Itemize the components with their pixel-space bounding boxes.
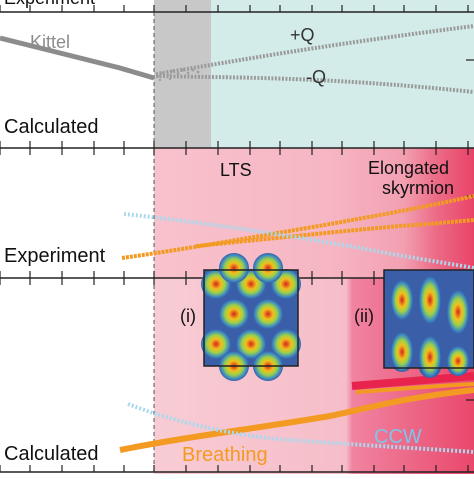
elongated-skyrmion <box>447 346 469 376</box>
skyrmion-spot <box>236 329 266 359</box>
inset-i-label: (i) <box>180 306 196 326</box>
minus-q-curve <box>155 74 474 94</box>
inset-ii-label: (ii) <box>354 306 374 326</box>
skyrmion-spot <box>253 253 283 283</box>
bottom-red-band <box>351 372 474 390</box>
inset-i-image <box>201 253 301 381</box>
breathing-label: Breathing <box>182 444 268 466</box>
middle-orange-curve-1 <box>121 194 474 260</box>
skyrmion-spot <box>201 329 231 359</box>
middle-blue-curve <box>123 212 474 270</box>
bottom-calculated-label: Calculated <box>4 443 99 465</box>
middle-experiment-label: Experiment <box>4 245 106 267</box>
kittel-curve <box>0 35 155 81</box>
bottom-orange-breathing-curve <box>119 387 474 453</box>
elongated-skyrmion <box>419 276 441 324</box>
bottom-blue-ccw-curve <box>127 402 474 454</box>
elongated-skyrmion <box>419 336 441 378</box>
skyrmion-spot <box>219 299 249 329</box>
skyrmion-label: skyrmion <box>382 178 454 198</box>
skyrmion-spot <box>219 253 249 283</box>
inset-ii-image <box>383 269 474 378</box>
elongated-skyrmion <box>447 290 469 334</box>
teal-band <box>211 0 474 148</box>
top-partial-experiment-label: Experiment <box>4 0 95 8</box>
middle-orange-curve-2 <box>195 218 474 248</box>
elongated-skyrmion <box>391 332 413 372</box>
elongated-label: Elongated <box>368 158 449 178</box>
skyrmion-spot <box>253 299 283 329</box>
lts-label: LTS <box>220 160 252 180</box>
ccw-label: CCW <box>374 426 422 448</box>
plus-q-label: +Q <box>290 25 315 45</box>
minus-q-label: -Q <box>306 67 326 87</box>
bottom-orange-upper-curve <box>355 382 474 394</box>
top-calculated-label: Calculated <box>4 116 99 138</box>
elongated-skyrmion <box>391 280 413 320</box>
scatter-cluster <box>156 68 200 82</box>
skyrmion-spot <box>271 329 301 359</box>
kittel-label: Kittel <box>30 32 70 52</box>
lts-band-middle <box>154 148 474 278</box>
